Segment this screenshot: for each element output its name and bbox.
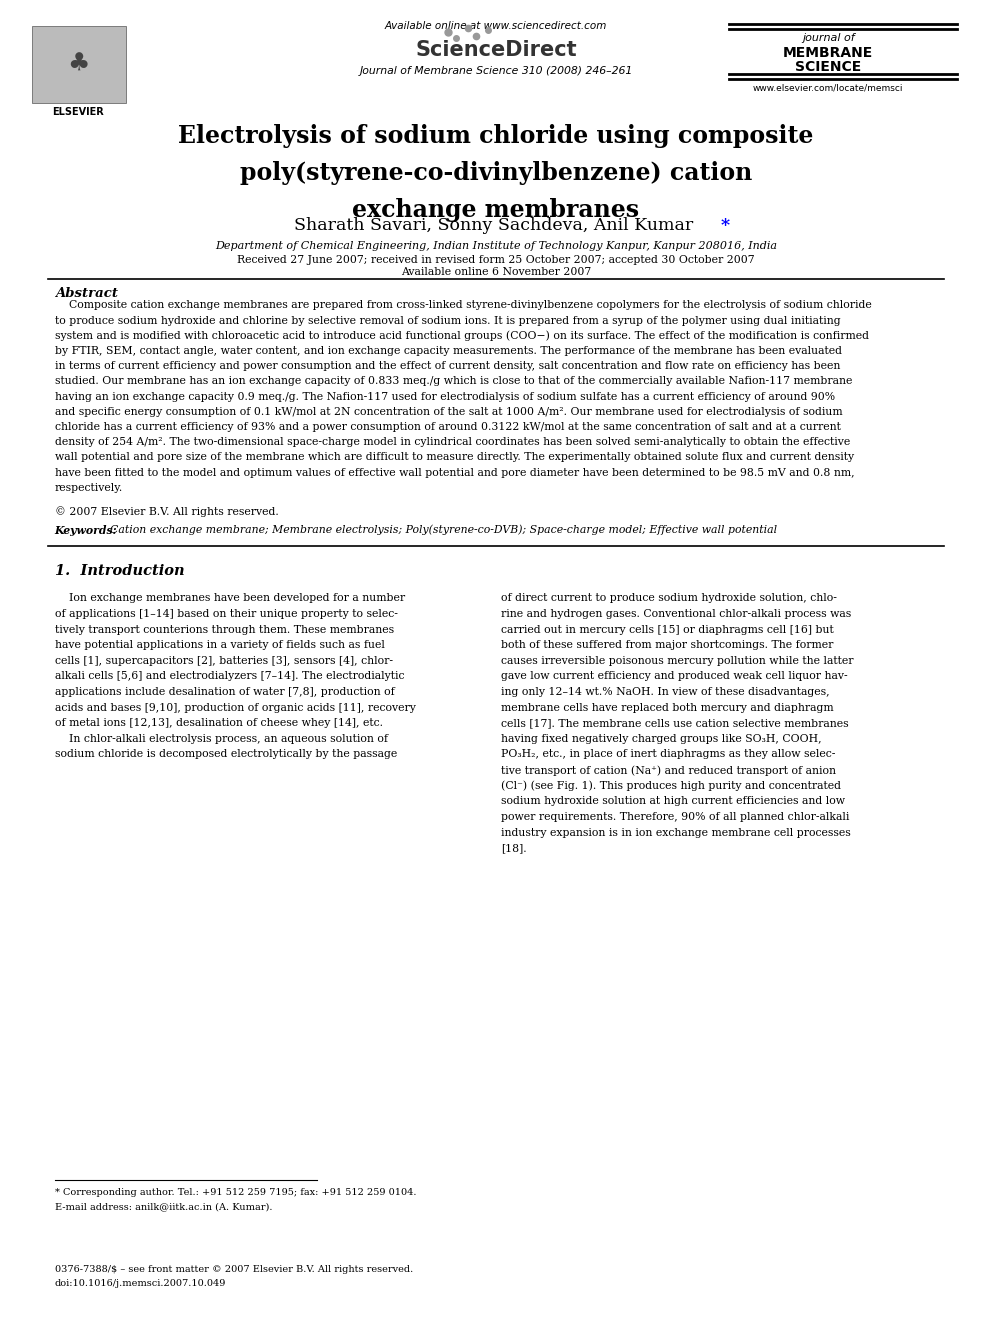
Text: Received 27 June 2007; received in revised form 25 October 2007; accepted 30 Oct: Received 27 June 2007; received in revis… [237, 255, 755, 266]
Text: cells [17]. The membrane cells use cation selective membranes: cells [17]. The membrane cells use catio… [501, 718, 848, 728]
Text: chloride has a current efficiency of 93% and a power consumption of around 0.312: chloride has a current efficiency of 93%… [55, 422, 840, 433]
Text: *: * [720, 217, 729, 234]
Text: ing only 12–14 wt.% NaOH. In view of these disadvantages,: ing only 12–14 wt.% NaOH. In view of the… [501, 687, 829, 697]
Text: sodium hydroxide solution at high current efficiencies and low: sodium hydroxide solution at high curren… [501, 796, 845, 806]
Text: having fixed negatively charged groups like SO₃H, COOH,: having fixed negatively charged groups l… [501, 734, 821, 744]
Text: In chlor-alkali electrolysis process, an aqueous solution of: In chlor-alkali electrolysis process, an… [55, 734, 388, 744]
Text: of metal ions [12,13], desalination of cheese whey [14], etc.: of metal ions [12,13], desalination of c… [55, 718, 383, 728]
Text: [18].: [18]. [501, 843, 527, 853]
Text: tively transport counterions through them. These membranes: tively transport counterions through the… [55, 624, 394, 635]
Text: carried out in mercury cells [15] or diaphragms cell [16] but: carried out in mercury cells [15] or dia… [501, 624, 833, 635]
Text: exchange membranes: exchange membranes [352, 198, 640, 222]
Text: E-mail address: anilk@iitk.ac.in (A. Kumar).: E-mail address: anilk@iitk.ac.in (A. Kum… [55, 1203, 272, 1212]
Text: MEMBRANE: MEMBRANE [784, 46, 873, 61]
Text: both of these suffered from major shortcomings. The former: both of these suffered from major shortc… [501, 640, 833, 650]
Text: Cation exchange membrane; Membrane electrolysis; Poly(styrene-co-DVB); Space-cha: Cation exchange membrane; Membrane elect… [103, 524, 778, 534]
Text: Available online 6 November 2007: Available online 6 November 2007 [401, 267, 591, 278]
Text: acids and bases [9,10], production of organic acids [11], recovery: acids and bases [9,10], production of or… [55, 703, 416, 713]
Text: 1.  Introduction: 1. Introduction [55, 564, 185, 578]
Text: journal of: journal of [802, 33, 855, 44]
Text: ♣: ♣ [67, 52, 89, 75]
Text: Ion exchange membranes have been developed for a number: Ion exchange membranes have been develop… [55, 593, 405, 603]
Text: © 2007 Elsevier B.V. All rights reserved.: © 2007 Elsevier B.V. All rights reserved… [55, 505, 279, 517]
Text: alkali cells [5,6] and electrodialyzers [7–14]. The electrodialytic: alkali cells [5,6] and electrodialyzers … [55, 672, 404, 681]
Text: having an ion exchange capacity 0.9 meq./g. The Nafion-117 used for electrodialy: having an ion exchange capacity 0.9 meq.… [55, 392, 834, 402]
Text: Electrolysis of sodium chloride using composite: Electrolysis of sodium chloride using co… [179, 124, 813, 148]
Text: causes irreversible poisonous mercury pollution while the latter: causes irreversible poisonous mercury po… [501, 656, 853, 665]
Text: Department of Chemical Engineering, Indian Institute of Technology Kanpur, Kanpu: Department of Chemical Engineering, Indi… [215, 241, 777, 251]
Text: Abstract: Abstract [55, 287, 118, 300]
Text: have been fitted to the model and optimum values of effective wall potential and: have been fitted to the model and optimu… [55, 467, 854, 478]
Text: by FTIR, SEM, contact angle, water content, and ion exchange capacity measuremen: by FTIR, SEM, contact angle, water conte… [55, 345, 841, 356]
Text: membrane cells have replaced both mercury and diaphragm: membrane cells have replaced both mercur… [501, 703, 833, 713]
Text: Available online at www.sciencedirect.com: Available online at www.sciencedirect.co… [385, 21, 607, 32]
Text: respectively.: respectively. [55, 483, 123, 493]
Text: PO₃H₂, etc., in place of inert diaphragms as they allow selec-: PO₃H₂, etc., in place of inert diaphragm… [501, 749, 835, 759]
Text: doi:10.1016/j.memsci.2007.10.049: doi:10.1016/j.memsci.2007.10.049 [55, 1279, 226, 1289]
Text: and specific energy consumption of 0.1 kW/mol at 2N concentration of the salt at: and specific energy consumption of 0.1 k… [55, 407, 842, 417]
Text: 0376-7388/$ – see front matter © 2007 Elsevier B.V. All rights reserved.: 0376-7388/$ – see front matter © 2007 El… [55, 1265, 413, 1274]
Text: industry expansion is in ion exchange membrane cell processes: industry expansion is in ion exchange me… [501, 828, 851, 837]
Text: of applications [1–14] based on their unique property to selec-: of applications [1–14] based on their un… [55, 609, 398, 619]
Text: Sharath Savari, Sonny Sachdeva, Anil Kumar: Sharath Savari, Sonny Sachdeva, Anil Kum… [294, 217, 698, 234]
Text: Composite cation exchange membranes are prepared from cross-linked styrene-divin: Composite cation exchange membranes are … [55, 300, 871, 311]
Text: of direct current to produce sodium hydroxide solution, chlo-: of direct current to produce sodium hydr… [501, 593, 837, 603]
Text: have potential applications in a variety of fields such as fuel: have potential applications in a variety… [55, 640, 385, 650]
Text: rine and hydrogen gases. Conventional chlor-alkali process was: rine and hydrogen gases. Conventional ch… [501, 609, 851, 619]
Text: tive transport of cation (Na⁺) and reduced transport of anion: tive transport of cation (Na⁺) and reduc… [501, 765, 836, 775]
Text: system and is modified with chloroacetic acid to introduce acid functional group: system and is modified with chloroacetic… [55, 331, 869, 341]
Text: studied. Our membrane has an ion exchange capacity of 0.833 meq./g which is clos: studied. Our membrane has an ion exchang… [55, 376, 852, 386]
Text: ELSEVIER: ELSEVIER [53, 107, 104, 118]
Text: ScienceDirect: ScienceDirect [416, 40, 576, 60]
Text: www.elsevier.com/locate/memsci: www.elsevier.com/locate/memsci [753, 83, 904, 93]
Text: gave low current efficiency and produced weak cell liquor hav-: gave low current efficiency and produced… [501, 672, 847, 681]
Text: in terms of current efficiency and power consumption and the effect of current d: in terms of current efficiency and power… [55, 361, 840, 372]
Text: applications include desalination of water [7,8], production of: applications include desalination of wat… [55, 687, 394, 697]
Text: density of 254 A/m². The two-dimensional space-charge model in cylindrical coord: density of 254 A/m². The two-dimensional… [55, 437, 850, 447]
Text: Keywords:: Keywords: [55, 524, 117, 536]
Text: Journal of Membrane Science 310 (2008) 246–261: Journal of Membrane Science 310 (2008) 2… [359, 66, 633, 77]
Text: wall potential and pore size of the membrane which are difficult to measure dire: wall potential and pore size of the memb… [55, 452, 854, 463]
Text: poly(styrene-co-divinylbenzene) cation: poly(styrene-co-divinylbenzene) cation [240, 161, 752, 185]
Text: power requirements. Therefore, 90% of all planned chlor-alkali: power requirements. Therefore, 90% of al… [501, 812, 849, 822]
Text: to produce sodium hydroxide and chlorine by selective removal of sodium ions. It: to produce sodium hydroxide and chlorine… [55, 315, 840, 325]
Text: (Cl⁻) (see Fig. 1). This produces high purity and concentrated: (Cl⁻) (see Fig. 1). This produces high p… [501, 781, 841, 791]
Bar [32, 26, 126, 103]
Text: SCIENCE: SCIENCE [796, 60, 861, 74]
Text: sodium chloride is decomposed electrolytically by the passage: sodium chloride is decomposed electrolyt… [55, 749, 397, 759]
Text: * Corresponding author. Tel.: +91 512 259 7195; fax: +91 512 259 0104.: * Corresponding author. Tel.: +91 512 25… [55, 1188, 416, 1197]
Text: cells [1], supercapacitors [2], batteries [3], sensors [4], chlor-: cells [1], supercapacitors [2], batterie… [55, 656, 393, 665]
